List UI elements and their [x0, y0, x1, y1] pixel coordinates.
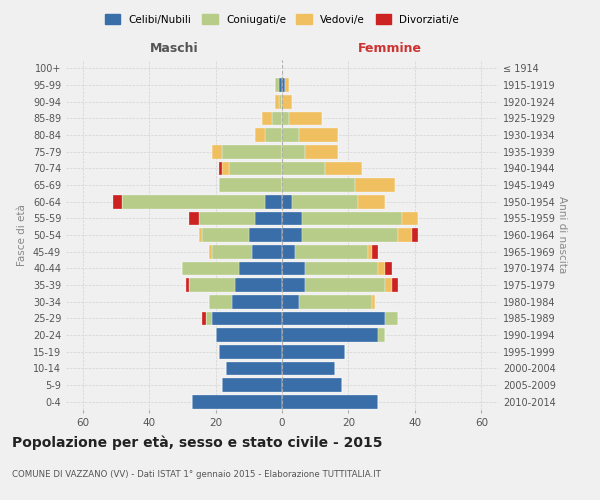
Bar [278, 78, 282, 92]
Bar [385, 278, 392, 292]
Text: Femmine: Femmine [358, 42, 422, 55]
Bar [282, 312, 385, 325]
Bar [282, 162, 325, 175]
Bar [265, 128, 282, 142]
Bar [209, 245, 212, 258]
Bar [325, 162, 362, 175]
Bar [282, 362, 335, 375]
Bar [358, 195, 385, 208]
Bar [282, 345, 345, 358]
Bar [368, 245, 372, 258]
Bar [256, 128, 265, 142]
Bar [212, 145, 222, 158]
Bar [185, 278, 189, 292]
Bar [282, 328, 379, 342]
Legend: Celibi/Nubili, Coniugati/e, Vedovi/e, Divorziati/e: Celibi/Nubili, Coniugati/e, Vedovi/e, Di… [101, 10, 463, 29]
Text: COMUNE DI VAZZANO (VV) - Dati ISTAT 1° gennaio 2015 - Elaborazione TUTTITALIA.IT: COMUNE DI VAZZANO (VV) - Dati ISTAT 1° g… [12, 470, 381, 479]
Bar [299, 128, 338, 142]
Bar [299, 295, 372, 308]
Bar [305, 262, 379, 275]
Bar [302, 228, 398, 242]
Bar [256, 212, 282, 225]
Bar [282, 178, 355, 192]
Bar [282, 212, 302, 225]
Bar [282, 78, 286, 92]
Bar [379, 328, 385, 342]
Bar [282, 245, 295, 258]
Y-axis label: Anni di nascita: Anni di nascita [557, 196, 567, 274]
Bar [189, 212, 199, 225]
Bar [202, 312, 206, 325]
Bar [222, 145, 282, 158]
Bar [282, 112, 289, 125]
Bar [401, 212, 418, 225]
Bar [282, 228, 302, 242]
Bar [222, 378, 282, 392]
Bar [226, 362, 282, 375]
Bar [385, 312, 398, 325]
Bar [182, 262, 239, 275]
Bar [192, 395, 282, 408]
Bar [289, 112, 322, 125]
Bar [262, 112, 272, 125]
Bar [249, 228, 282, 242]
Bar [232, 295, 282, 308]
Bar [202, 228, 249, 242]
Bar [219, 178, 282, 192]
Bar [295, 245, 368, 258]
Bar [372, 245, 379, 258]
Bar [265, 195, 282, 208]
Bar [239, 262, 282, 275]
Bar [209, 295, 232, 308]
Bar [398, 228, 412, 242]
Bar [292, 195, 358, 208]
Bar [275, 95, 278, 108]
Bar [113, 195, 122, 208]
Bar [235, 278, 282, 292]
Bar [282, 95, 292, 108]
Bar [219, 345, 282, 358]
Bar [286, 78, 289, 92]
Bar [212, 312, 282, 325]
Bar [278, 95, 282, 108]
Bar [219, 162, 222, 175]
Bar [282, 295, 299, 308]
Bar [122, 195, 265, 208]
Bar [305, 278, 385, 292]
Bar [305, 145, 338, 158]
Bar [206, 312, 212, 325]
Bar [199, 228, 202, 242]
Bar [379, 262, 385, 275]
Bar [252, 245, 282, 258]
Bar [282, 262, 305, 275]
Bar [272, 112, 282, 125]
Bar [372, 295, 375, 308]
Bar [189, 278, 235, 292]
Bar [282, 278, 305, 292]
Bar [282, 145, 305, 158]
Bar [385, 262, 392, 275]
Bar [412, 228, 418, 242]
Bar [229, 162, 282, 175]
Bar [215, 328, 282, 342]
Text: Popolazione per età, sesso e stato civile - 2015: Popolazione per età, sesso e stato civil… [12, 435, 383, 450]
Y-axis label: Fasce di età: Fasce di età [17, 204, 27, 266]
Bar [392, 278, 398, 292]
Bar [212, 245, 252, 258]
Bar [355, 178, 395, 192]
Text: Maschi: Maschi [149, 42, 199, 55]
Bar [302, 212, 401, 225]
Bar [282, 195, 292, 208]
Bar [275, 78, 278, 92]
Bar [222, 162, 229, 175]
Bar [282, 128, 299, 142]
Bar [199, 212, 256, 225]
Bar [282, 378, 342, 392]
Bar [282, 395, 379, 408]
